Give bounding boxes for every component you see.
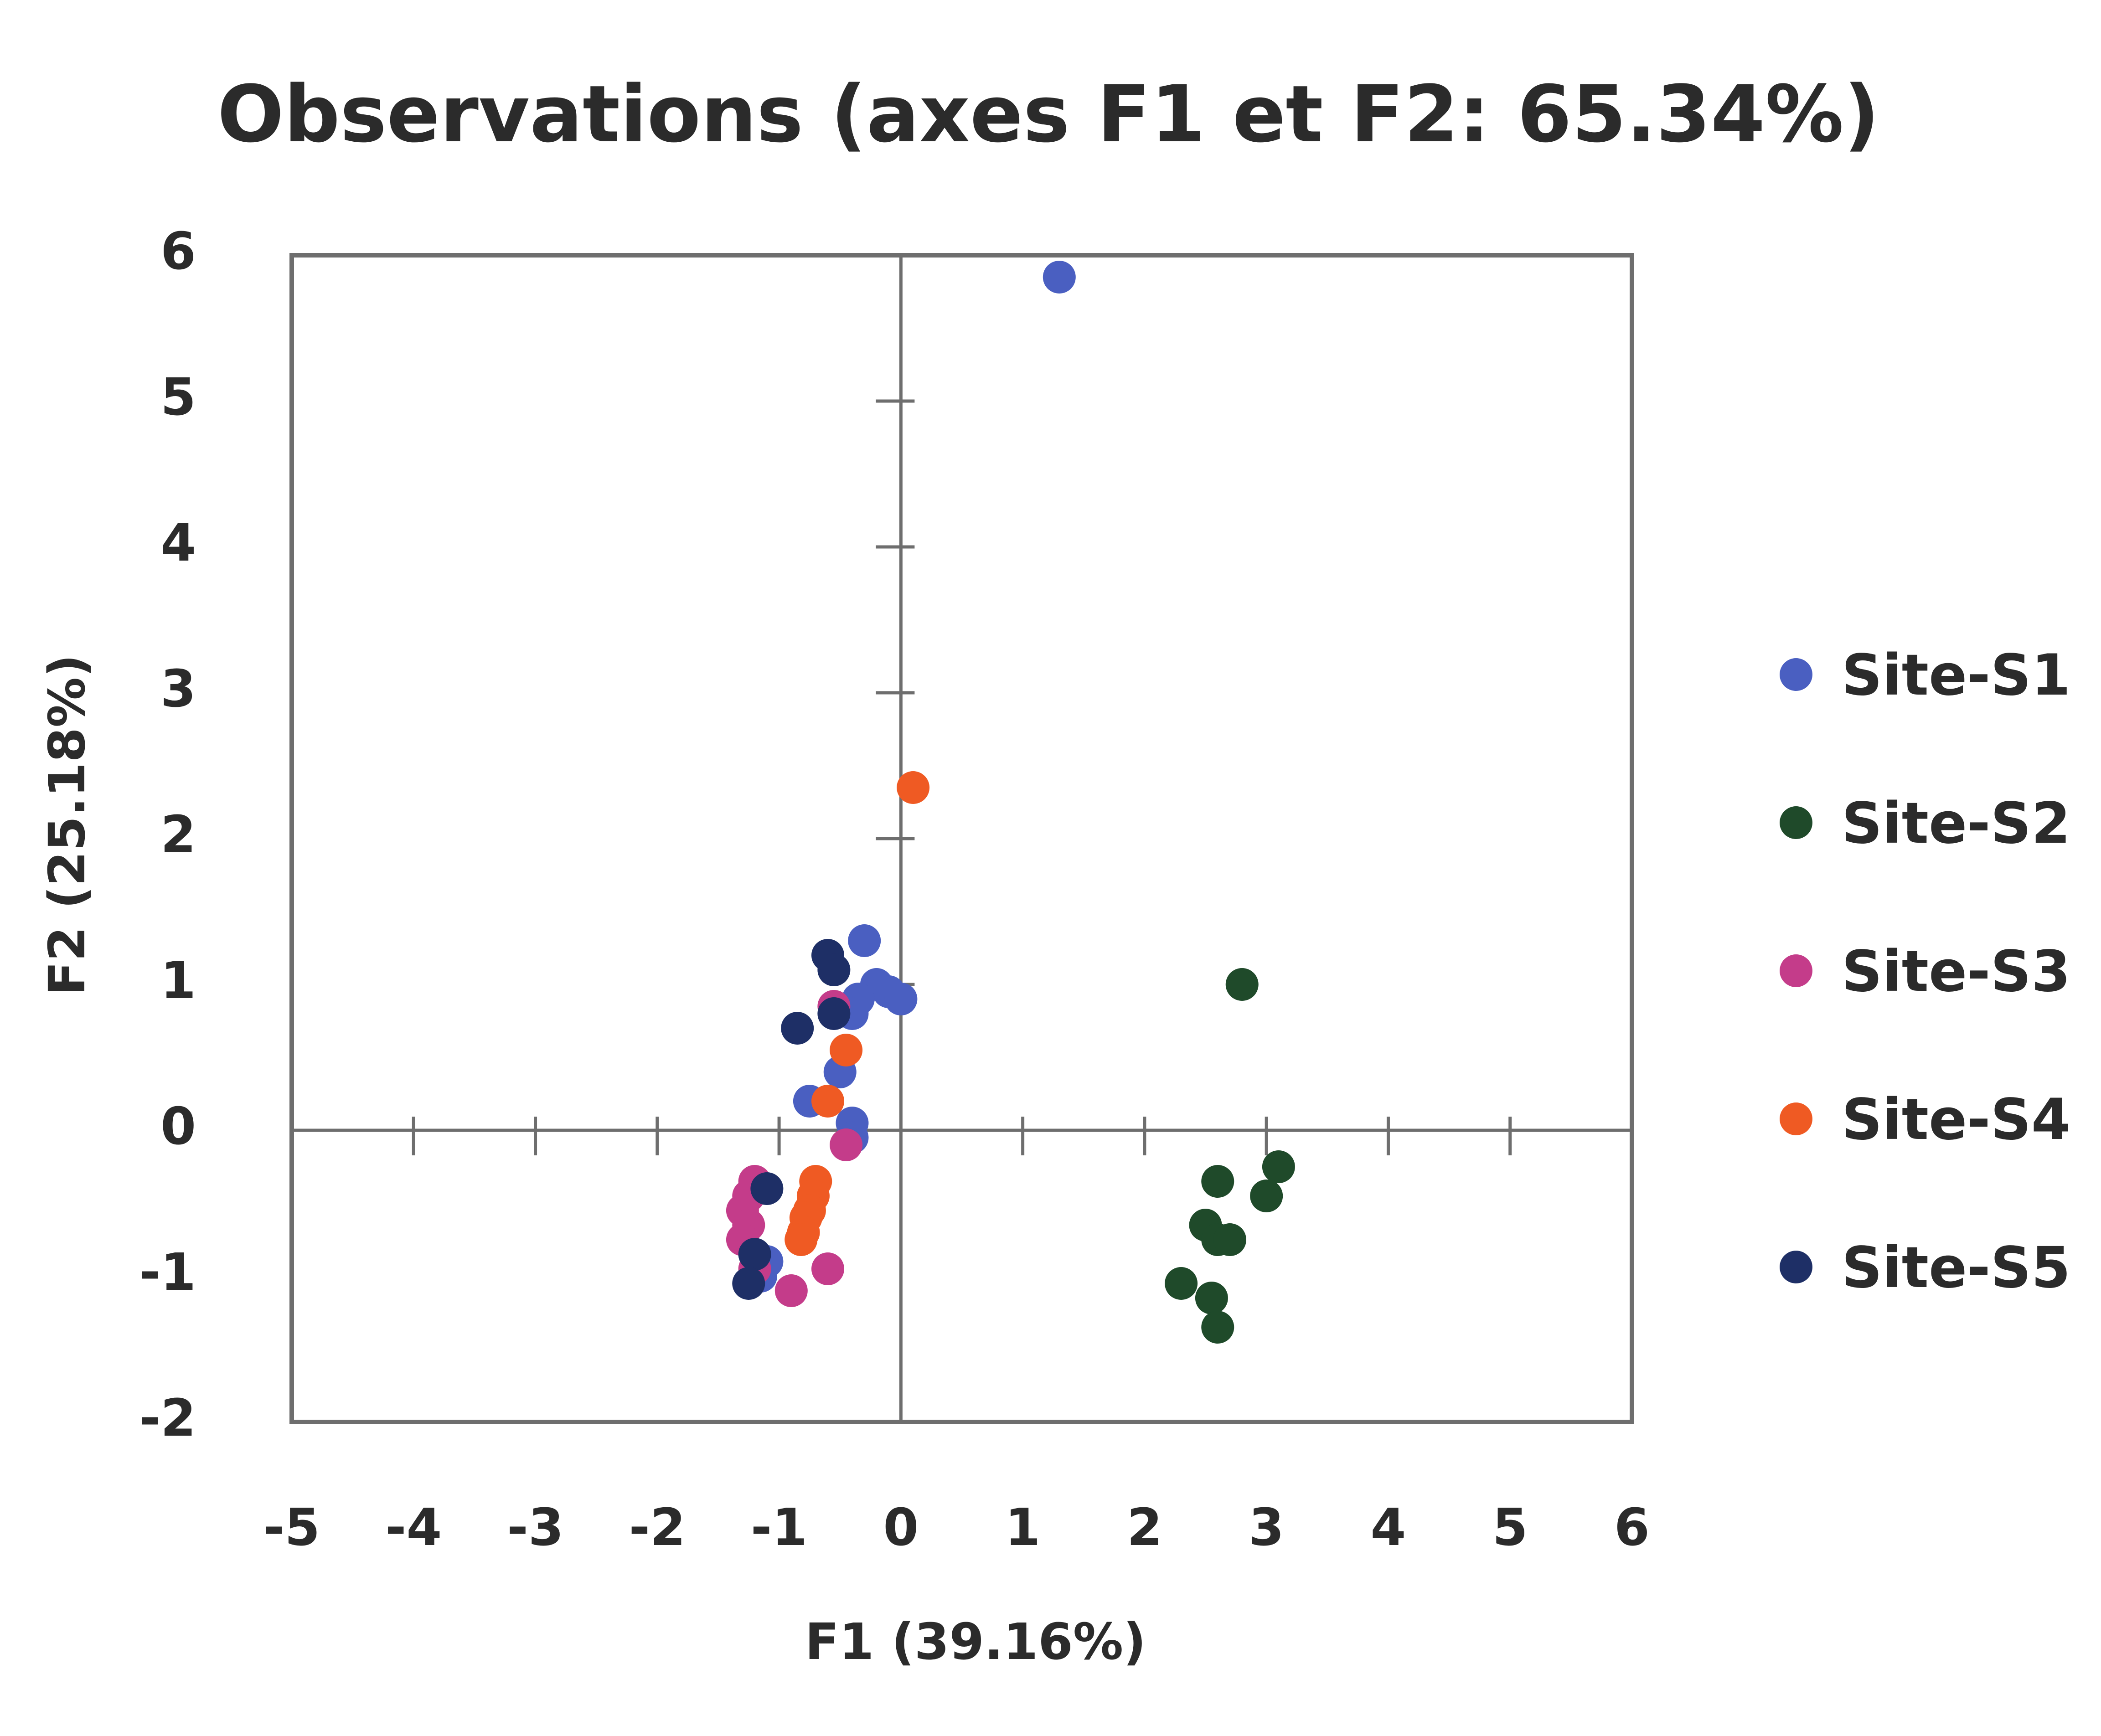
x-axis-label: F1 (39.16%): [805, 1612, 1146, 1671]
x-tick-label: -2: [629, 1498, 686, 1557]
legend-item: Site-S4: [1780, 1087, 2070, 1153]
x-tick-label: 2: [1127, 1498, 1162, 1557]
chart-title: Observations (axes F1 et F2: 65.34%): [217, 68, 1880, 160]
data-point: [817, 953, 851, 986]
legend-label: Site-S3: [1842, 939, 2070, 1005]
data-point: [817, 997, 851, 1030]
series-site-s4: [785, 771, 930, 1256]
data-point: [1213, 1223, 1246, 1256]
y-tick-label: -1: [139, 1243, 196, 1302]
legend-marker: [1780, 806, 1812, 839]
y-tick-label: 3: [160, 659, 196, 719]
series-site-s5: [732, 939, 851, 1300]
legend-label: Site-S1: [1842, 643, 2070, 708]
x-tick-label: 6: [1614, 1498, 1650, 1557]
data-point: [1201, 1165, 1234, 1198]
x-tick-label: 0: [883, 1498, 919, 1557]
legend-item: Site-S2: [1780, 791, 2070, 856]
data-point: [1195, 1282, 1228, 1314]
legend-marker: [1780, 1251, 1812, 1283]
data-point: [781, 1012, 814, 1045]
x-tick-label: -4: [385, 1498, 442, 1557]
series-site-s2: [1165, 968, 1295, 1344]
data-point: [732, 1267, 765, 1300]
y-tick-label: 2: [160, 805, 196, 865]
plot-area-frame: [289, 253, 1634, 1424]
data-point: [1250, 1180, 1283, 1212]
legend-item: Site-S5: [1780, 1235, 2070, 1301]
y-tick-label: 5: [160, 368, 196, 427]
y-tick-label: 6: [160, 222, 196, 281]
data-point: [848, 924, 881, 957]
data-point: [897, 771, 930, 804]
data-point: [884, 983, 918, 1015]
x-tick-label: -1: [751, 1498, 807, 1557]
x-tick-label: 5: [1492, 1498, 1528, 1557]
data-point: [1201, 1311, 1234, 1344]
legend-label: Site-S4: [1842, 1087, 2070, 1153]
legend-marker: [1780, 1102, 1812, 1135]
y-tick-label: 0: [160, 1097, 196, 1156]
legend-label: Site-S2: [1842, 791, 2070, 856]
legend-marker: [1780, 954, 1812, 987]
legend: Site-S1 Site-S2 Site-S3 Site-S4 Site-S5: [1780, 643, 2070, 1301]
x-tick-label: -5: [263, 1498, 320, 1557]
data-points: [726, 261, 1295, 1344]
data-point: [811, 1252, 844, 1285]
legend-item: Site-S1: [1780, 643, 2070, 708]
legend-marker: [1780, 658, 1812, 691]
data-point: [750, 1172, 784, 1205]
data-point: [830, 1128, 863, 1161]
data-point: [830, 1034, 863, 1066]
data-point: [811, 1085, 844, 1118]
data-point: [1262, 1150, 1295, 1183]
x-tick-label: 1: [1005, 1498, 1041, 1557]
y-tick-label: 4: [160, 514, 196, 573]
data-point: [738, 1238, 771, 1271]
x-tick-label: 4: [1370, 1498, 1406, 1557]
legend-item: Site-S3: [1780, 939, 2070, 1005]
axes-layer: [292, 255, 1632, 1422]
x-tick-label: 3: [1249, 1498, 1284, 1557]
y-tick-label: -2: [139, 1389, 196, 1448]
tick-labels: -5 -4 -3 -2 -1 0 1 2 3 4 5 6 -2 -1 0 1 2 3 4 5 6: [139, 222, 1650, 1557]
data-point: [774, 1274, 808, 1307]
y-axis-label: F2 (25.18%): [38, 654, 96, 996]
data-point: [1225, 968, 1259, 1001]
y-tick-label: 1: [160, 951, 196, 1010]
legend-label: Site-S5: [1842, 1235, 2070, 1301]
data-point: [785, 1223, 818, 1256]
data-point: [1043, 261, 1076, 294]
data-point: [1165, 1267, 1198, 1300]
x-tick-label: -3: [507, 1498, 563, 1557]
